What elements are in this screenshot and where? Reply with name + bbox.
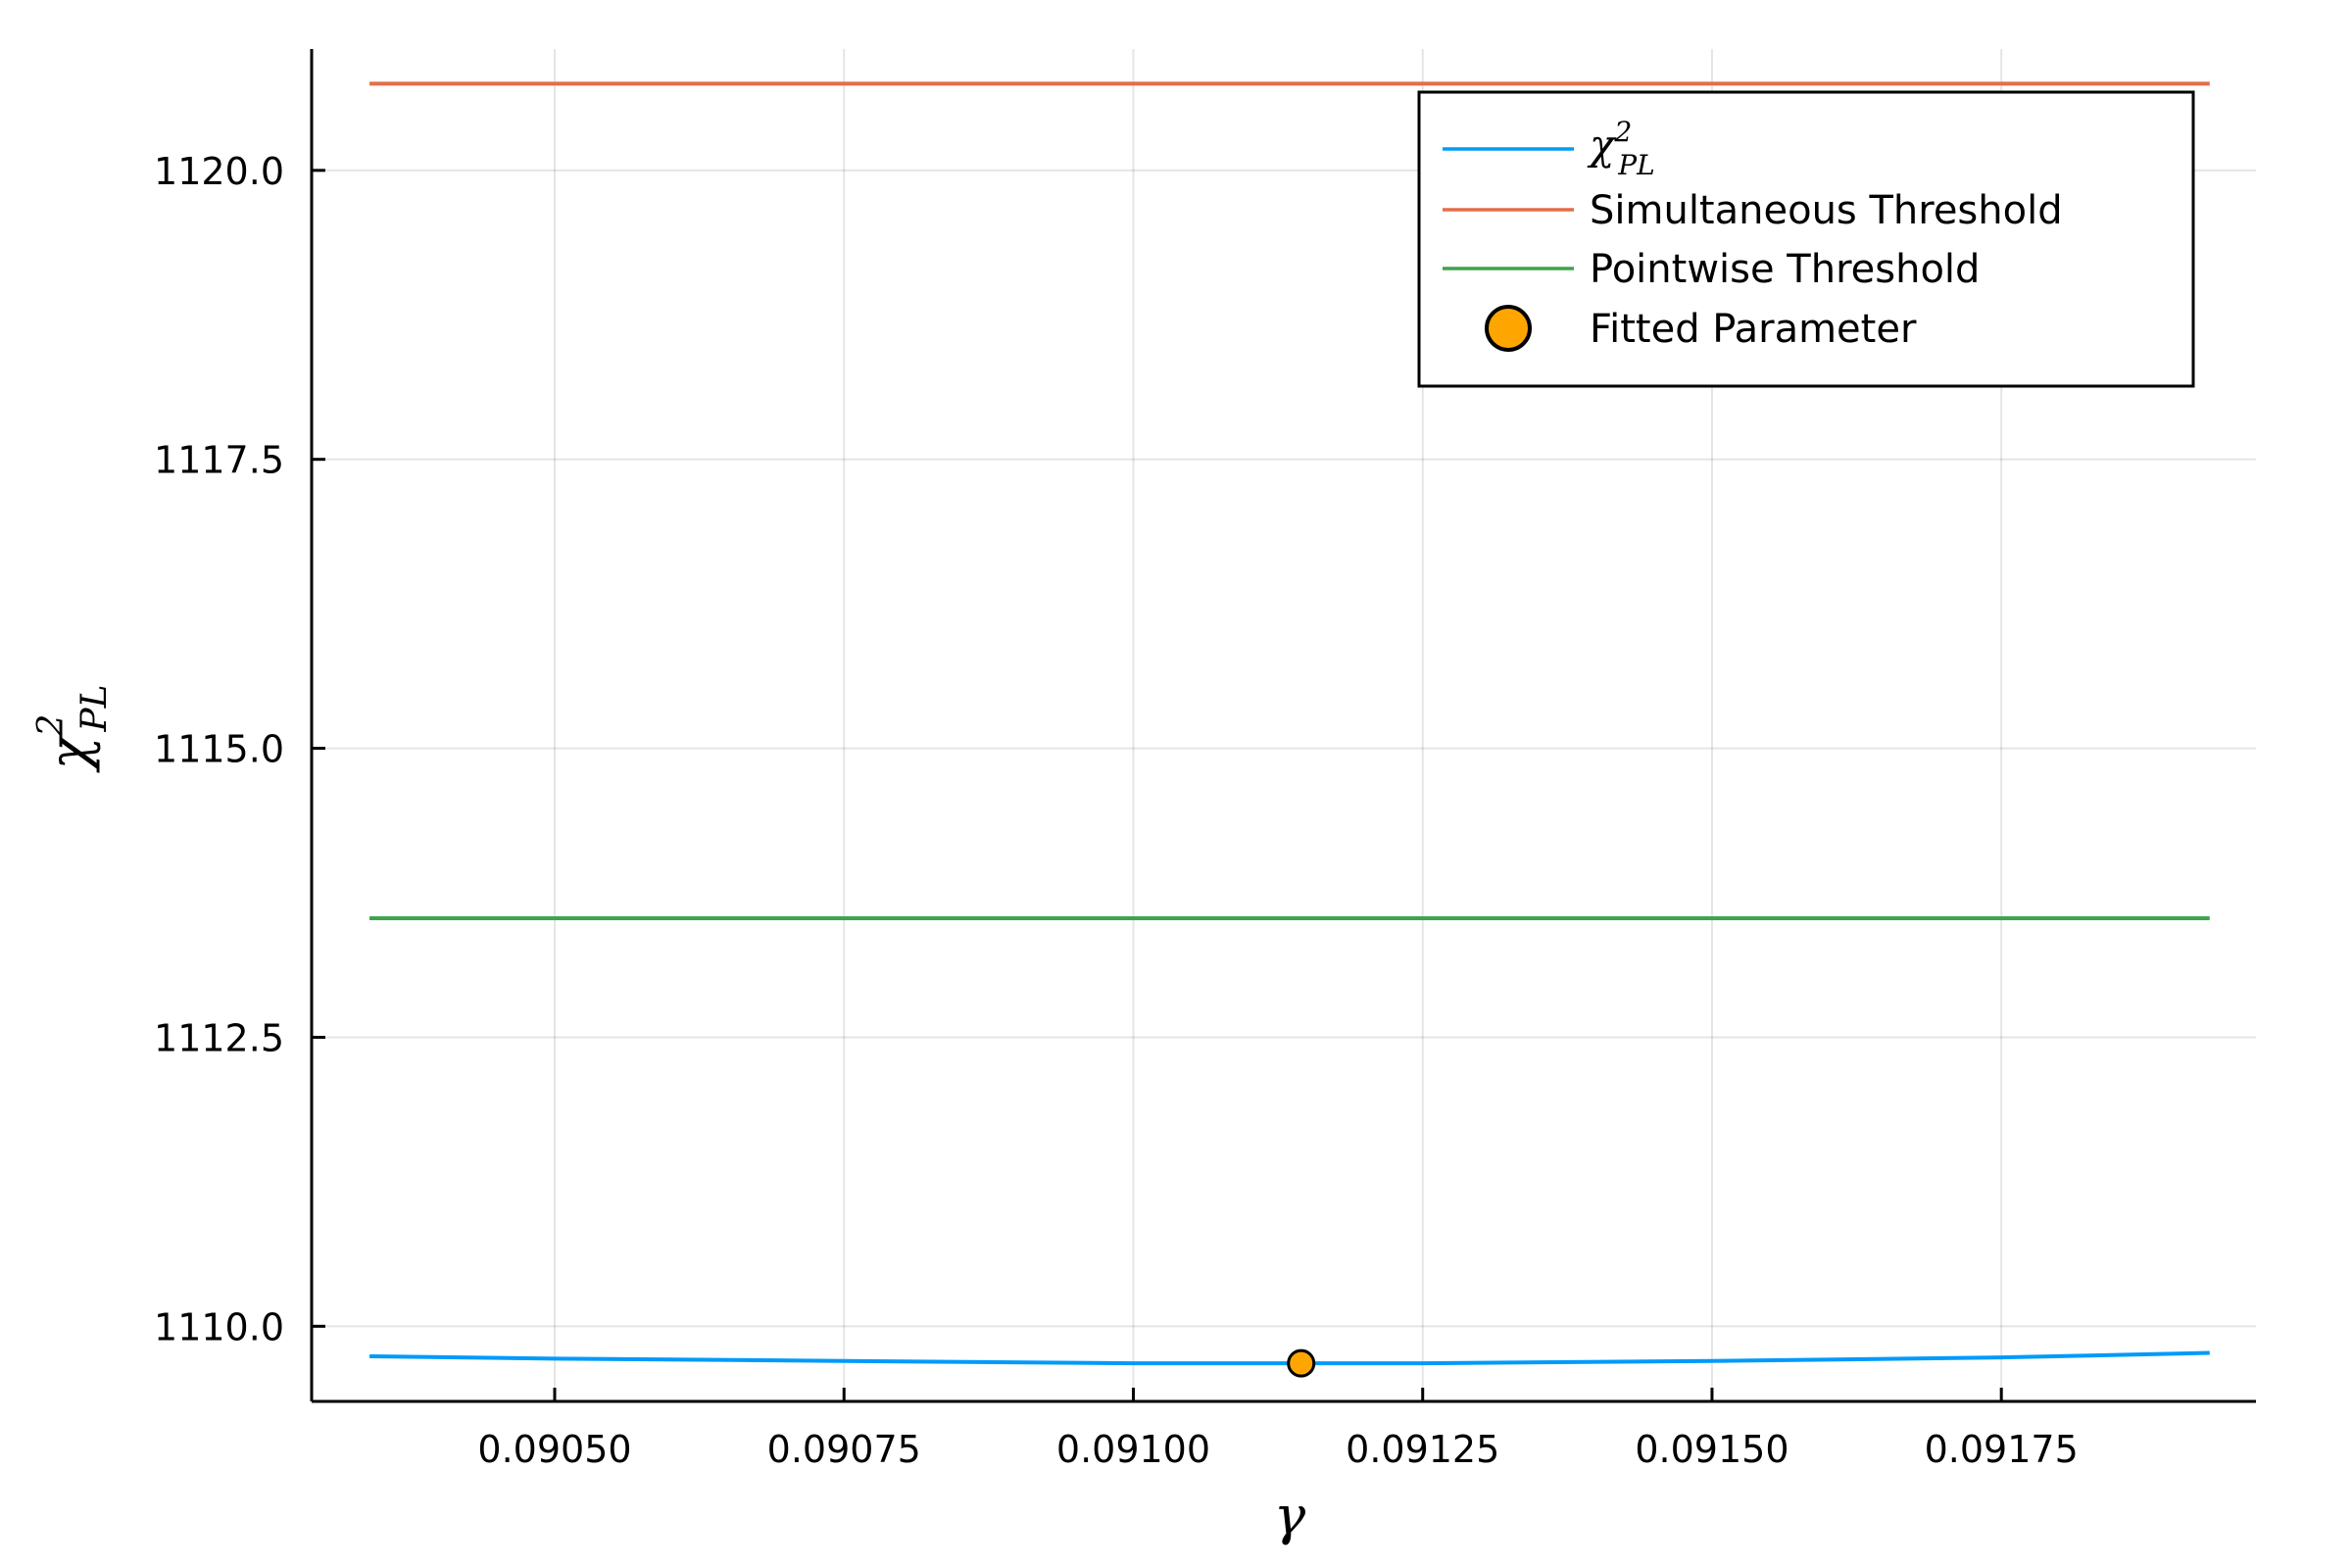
x-ticks: 0.09050 0.09075 0.09100 0.09125 0.09150 0.091…: [477, 1388, 2079, 1471]
legend-label-simultaneous: Simultaneous Threshold: [1590, 188, 2063, 233]
x-tick-label: 0.09175: [1925, 1428, 2079, 1471]
legend-box: [1417, 90, 2195, 388]
x-tick-label: 0.09075: [767, 1428, 921, 1471]
y-axis-label: χ2PL: [31, 685, 115, 774]
y-axis-label-base: χ: [38, 733, 102, 773]
x-tick-label: 0.09125: [1346, 1428, 1499, 1471]
y-tick-label: 1110.0: [154, 1305, 284, 1348]
axes: [310, 49, 2256, 1403]
y-tick-label: 1112.5: [154, 1016, 284, 1059]
legend: χ2 PL Simultaneous Threshold Pointwise Th…: [1417, 90, 2195, 388]
y-tick-label: 1115.0: [154, 728, 284, 771]
x-tick-label: 0.09100: [1056, 1428, 1210, 1471]
y-axis-label-sup: 2: [31, 714, 72, 738]
legend-label-pointwise: Pointwise Threshold: [1590, 247, 1980, 292]
x-tick-label: 0.09050: [477, 1428, 631, 1471]
y-tick-label: 1117.5: [154, 439, 284, 482]
y-tick-label: 1120.0: [154, 150, 284, 193]
y-axis-label-sub: PL: [74, 685, 115, 733]
svg-text:χ2PL: χ2PL: [31, 685, 115, 774]
legend-label-chi2: χ2 PL: [1587, 116, 1655, 181]
series-layer: [369, 81, 2210, 1378]
legend-marker-fitted: [1485, 305, 1532, 352]
x-tick-label: 0.09150: [1635, 1428, 1788, 1471]
x-axis-label: γ: [1274, 1485, 1306, 1546]
fitted-parameter-point: [1287, 1348, 1316, 1378]
y-ticks: 1110.0 1112.5 1115.0 1117.5 1120.0: [154, 150, 325, 1348]
legend-label-fitted: Fitted Parameter: [1590, 307, 1917, 352]
